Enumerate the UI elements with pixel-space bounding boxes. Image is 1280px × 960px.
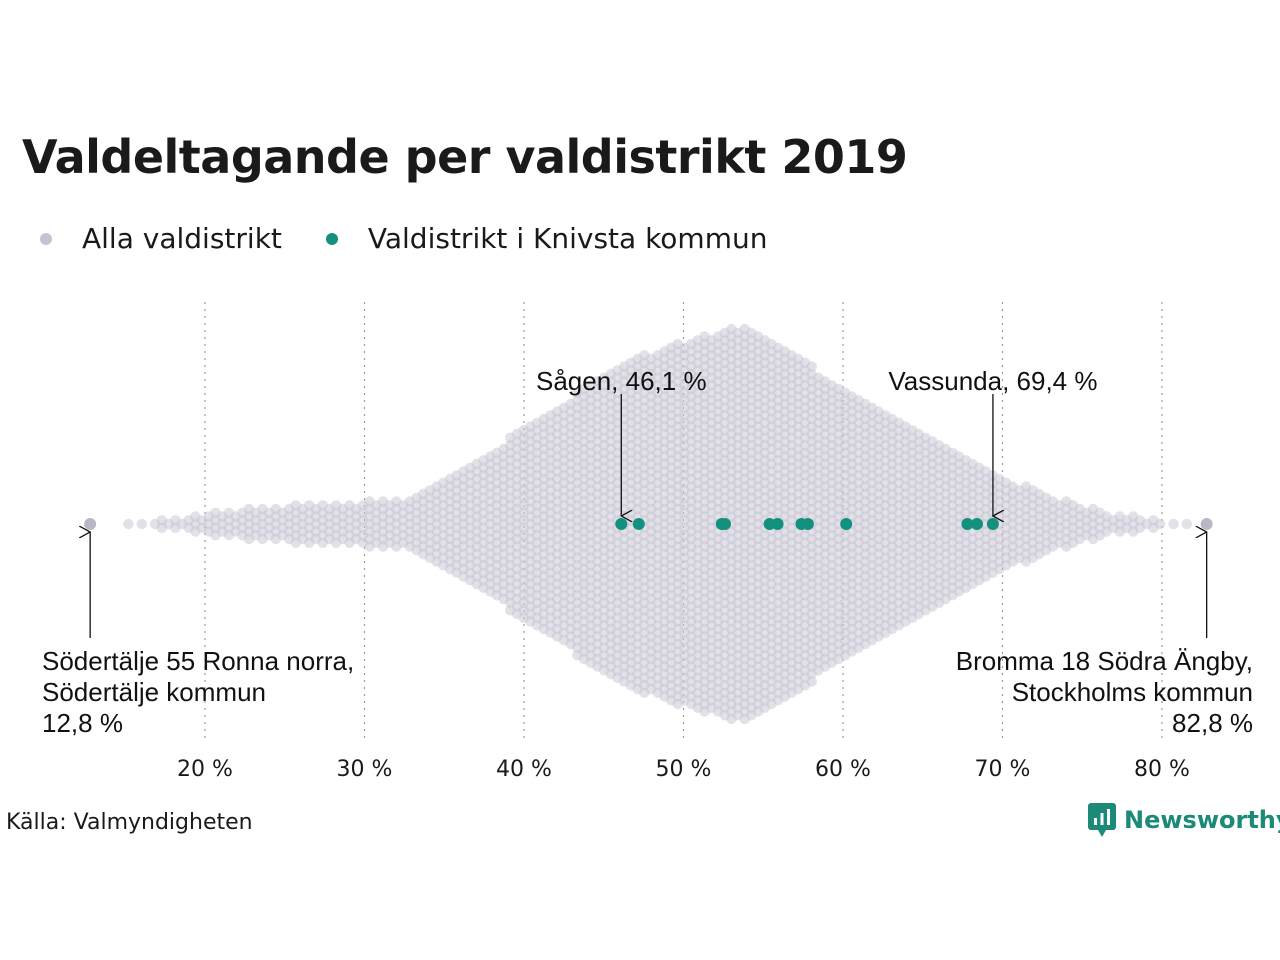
extreme-point [1200, 518, 1213, 530]
annotation-label: Bromma 18 Södra Ängby, [956, 646, 1253, 676]
legend-item-all: Alla valdistrikt [40, 222, 282, 255]
knivsta-point [971, 518, 983, 530]
legend-label-all: Alla valdistrikt [82, 222, 282, 255]
annotation-label: Södertälje 55 Ronna norra, [42, 646, 354, 676]
swarm-point [806, 361, 817, 372]
legend-swatch-all [40, 232, 52, 245]
knivsta-point [632, 518, 645, 530]
source-note: Källa: Valmyndigheten [6, 810, 253, 835]
knivsta-point [986, 518, 999, 530]
knivsta-point [961, 518, 974, 530]
swarm-point [123, 518, 134, 530]
newsworthy-logo-icon [1088, 803, 1116, 837]
knivsta-point [771, 518, 784, 530]
x-tick-label: 30 % [337, 757, 393, 782]
chart-title: Valdeltagande per valdistrikt 2019 [22, 130, 908, 184]
knivsta-points [615, 518, 999, 530]
swarm-point [1168, 518, 1179, 530]
x-tick-label: 80 % [1134, 757, 1190, 782]
annotation-label: 12,8 % [42, 708, 123, 738]
knivsta-point [719, 518, 731, 530]
annotations: Sågen, 46,1 % Vassunda, 69,4 % Södertälje … [42, 366, 1253, 738]
swarm-point [1154, 518, 1166, 530]
knivsta-point [615, 518, 628, 530]
extreme-point [84, 518, 97, 530]
x-axis-ticks: 20 % 30 % 40 % 50 % 60 % 70 % 80 % [177, 757, 1190, 782]
newsworthy-logo-text: Newsworthy [1124, 806, 1280, 834]
knivsta-point [801, 518, 814, 530]
x-tick-label: 40 % [496, 757, 552, 782]
legend-item-knivsta: Valdistrikt i Knivsta kommun [325, 222, 768, 255]
all-districts-swarm [84, 323, 1213, 725]
newsworthy-logo: Newsworthy [1088, 803, 1280, 837]
swarm-point [136, 518, 147, 530]
x-tick-label: 60 % [815, 757, 871, 782]
annotation-label: Sågen, 46,1 % [536, 366, 707, 396]
annotation-label: Stockholms kommun [1012, 677, 1253, 707]
annotation-label: 82,8 % [1172, 708, 1253, 738]
swarm-point [1181, 518, 1193, 530]
annotation-label: Södertälje kommun [42, 677, 266, 707]
legend-swatch-knivsta [325, 232, 338, 245]
beeswarm-chart: 20 % 30 % 40 % 50 % 60 % 70 % 80 % Sågen, 46,1… [42, 302, 1253, 782]
knivsta-point [840, 518, 853, 530]
legend-label-knivsta: Valdistrikt i Knivsta kommun [367, 222, 768, 255]
x-tick-label: 20 % [177, 757, 233, 782]
legend: Alla valdistrikt Valdistrikt i Knivsta k… [40, 222, 811, 255]
x-tick-label: 50 % [656, 757, 712, 782]
annotation-label: Vassunda, 69,4 % [888, 366, 1097, 396]
swarm-point [806, 676, 817, 687]
x-tick-label: 70 % [975, 757, 1031, 782]
